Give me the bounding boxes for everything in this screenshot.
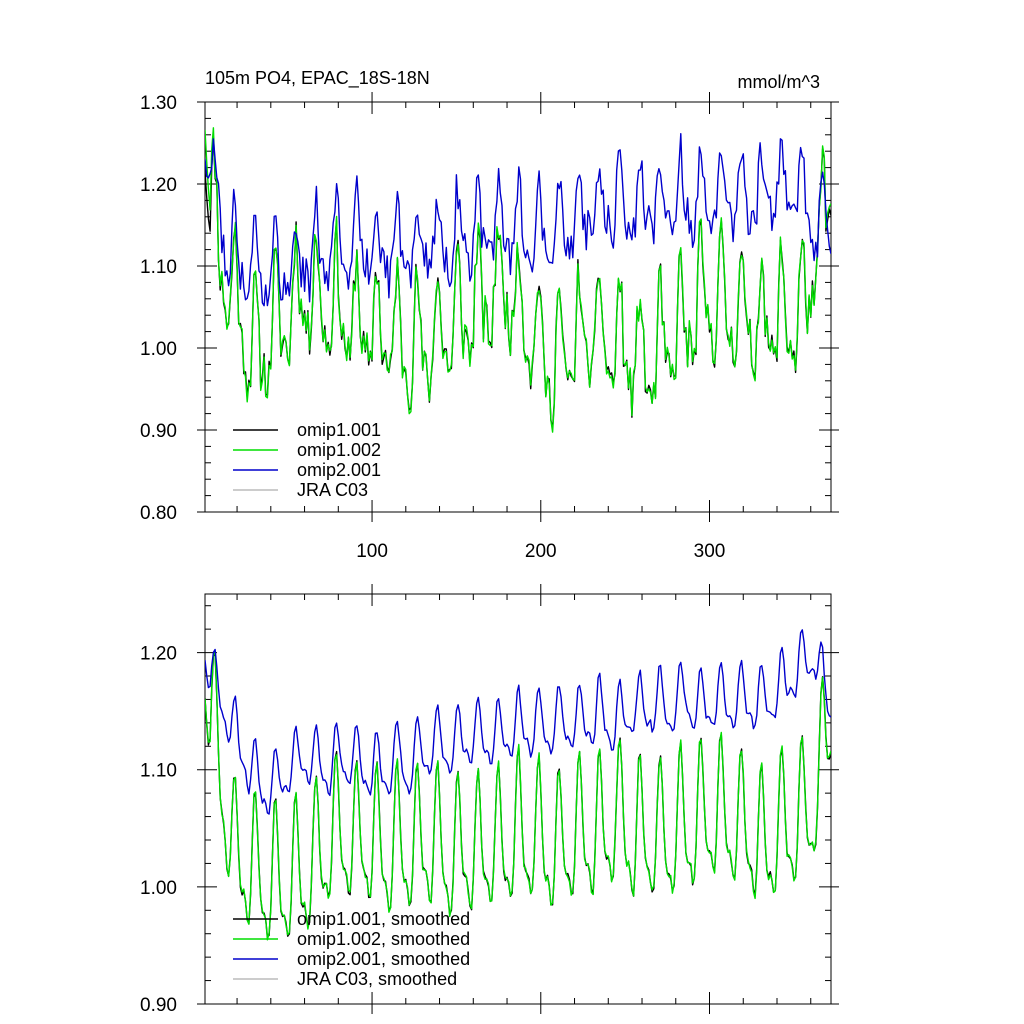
legend-label: omip1.002: [297, 440, 381, 460]
series-line-omip1-002: [205, 127, 831, 433]
bottom-panel: 0.90 1.00 1.10 1.20 omip1.001, smoothedomip1…: [140, 584, 839, 1016]
x-tick-label: 100: [356, 541, 388, 562]
top-plot-frame: [204, 101, 832, 513]
series-line-omip1-002-smoothed: [205, 652, 831, 941]
series-line-omip2-001: [205, 133, 831, 307]
y-tick-label: 1.10: [140, 257, 177, 278]
legend-label: JRA C03: [297, 480, 368, 500]
y-tick-label: 1.30: [140, 93, 177, 114]
series-line-omip2-001-smoothed: [205, 629, 831, 815]
y-tick-label: 1.20: [140, 175, 177, 196]
legend-label: JRA C03, smoothed: [297, 969, 457, 989]
y-tick-label: 1.10: [140, 761, 177, 782]
top-panel: 100 200 300 0.80 0.90 1.00 1.10 1.20 1.30 omip1.0…: [140, 92, 839, 562]
y-tick-label: 1.20: [140, 644, 177, 665]
x-tick-label: 200: [525, 541, 557, 562]
legend-label: omip2.001, smoothed: [297, 949, 470, 969]
y-tick-label: 0.90: [140, 995, 177, 1016]
legend-label: omip1.001: [297, 420, 381, 440]
legend-label: omip1.001, smoothed: [297, 909, 470, 929]
y-tick-label: 0.90: [140, 421, 177, 442]
figure-title: 105m PO4, EPAC_18S-18N: [205, 68, 430, 89]
legend-label: omip2.001: [297, 460, 381, 480]
legend-label: omip1.002, smoothed: [297, 929, 470, 949]
y-tick-label: 0.80: [140, 503, 177, 524]
x-tick-label: 300: [694, 541, 726, 562]
bottom-plot-frame: [204, 593, 832, 1005]
y-tick-label: 1.00: [140, 339, 177, 360]
units-label: mmol/m^3: [738, 72, 820, 92]
y-tick-label: 1.00: [140, 878, 177, 899]
